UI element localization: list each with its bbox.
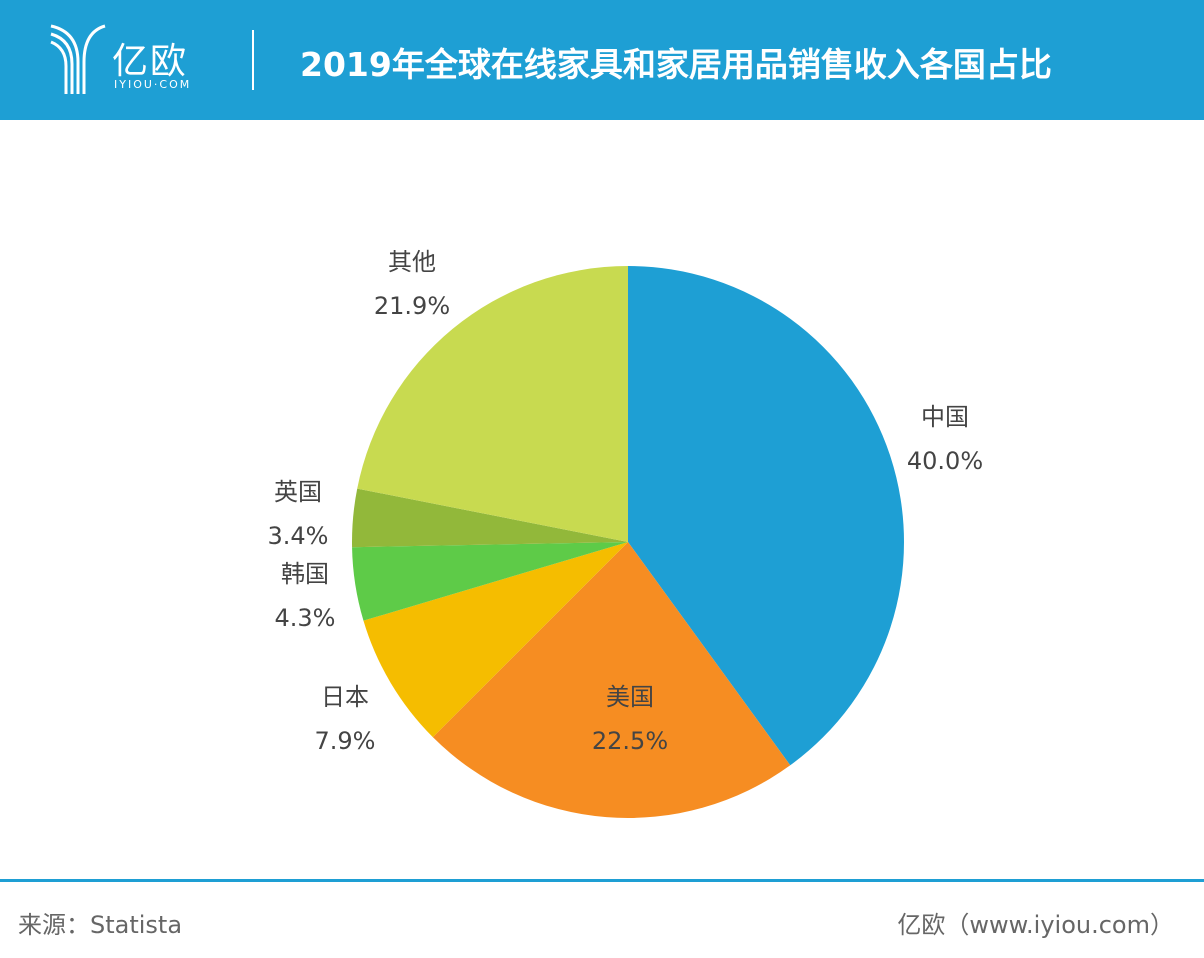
pie-slice-0: [628, 266, 905, 766]
source-text: 来源：Statista: [18, 911, 183, 939]
header-bar: 亿欧 IYIOU·COM 2019年全球在线家具和家居用品销售收入各国占比: [0, 0, 1204, 120]
pie-slice-2: [363, 542, 628, 738]
credit-text: 亿欧（www.iyiou.com）: [897, 911, 1174, 939]
pie-chart: 中国 40.0% 美国 22.5% 日本 7.9% 韩国 4.3% 英国 3.4% 其他 21.9%: [268, 248, 983, 818]
chart-title: 2019年全球在线家具和家居用品销售收入各国占比: [300, 45, 1052, 84]
slice-value-label: 3.4%: [268, 522, 329, 550]
slice-value-label: 21.9%: [374, 292, 450, 320]
slice-label: 韩国: [281, 560, 329, 588]
slice-label: 美国: [606, 683, 654, 711]
logo-text: 亿欧: [112, 41, 189, 82]
pie-slice-4: [352, 488, 628, 548]
header-divider: [252, 30, 254, 90]
slice-label: 英国: [274, 478, 322, 506]
slice-value-label: 4.3%: [275, 604, 336, 632]
slice-label: 日本: [321, 683, 369, 711]
slice-label: 中国: [921, 403, 969, 431]
pie-slice-5: [357, 266, 628, 542]
pie-slice-3: [352, 542, 628, 621]
slice-value-label: 22.5%: [592, 727, 668, 755]
slice-value-label: 7.9%: [315, 727, 376, 755]
footer-divider: [0, 879, 1204, 882]
pie-slice-1: [432, 542, 791, 818]
slice-label: 其他: [388, 248, 436, 276]
slice-value-label: 40.0%: [907, 447, 983, 475]
iyiou-logo-icon: [50, 24, 106, 94]
logo-subtext: IYIOU·COM: [114, 78, 192, 91]
